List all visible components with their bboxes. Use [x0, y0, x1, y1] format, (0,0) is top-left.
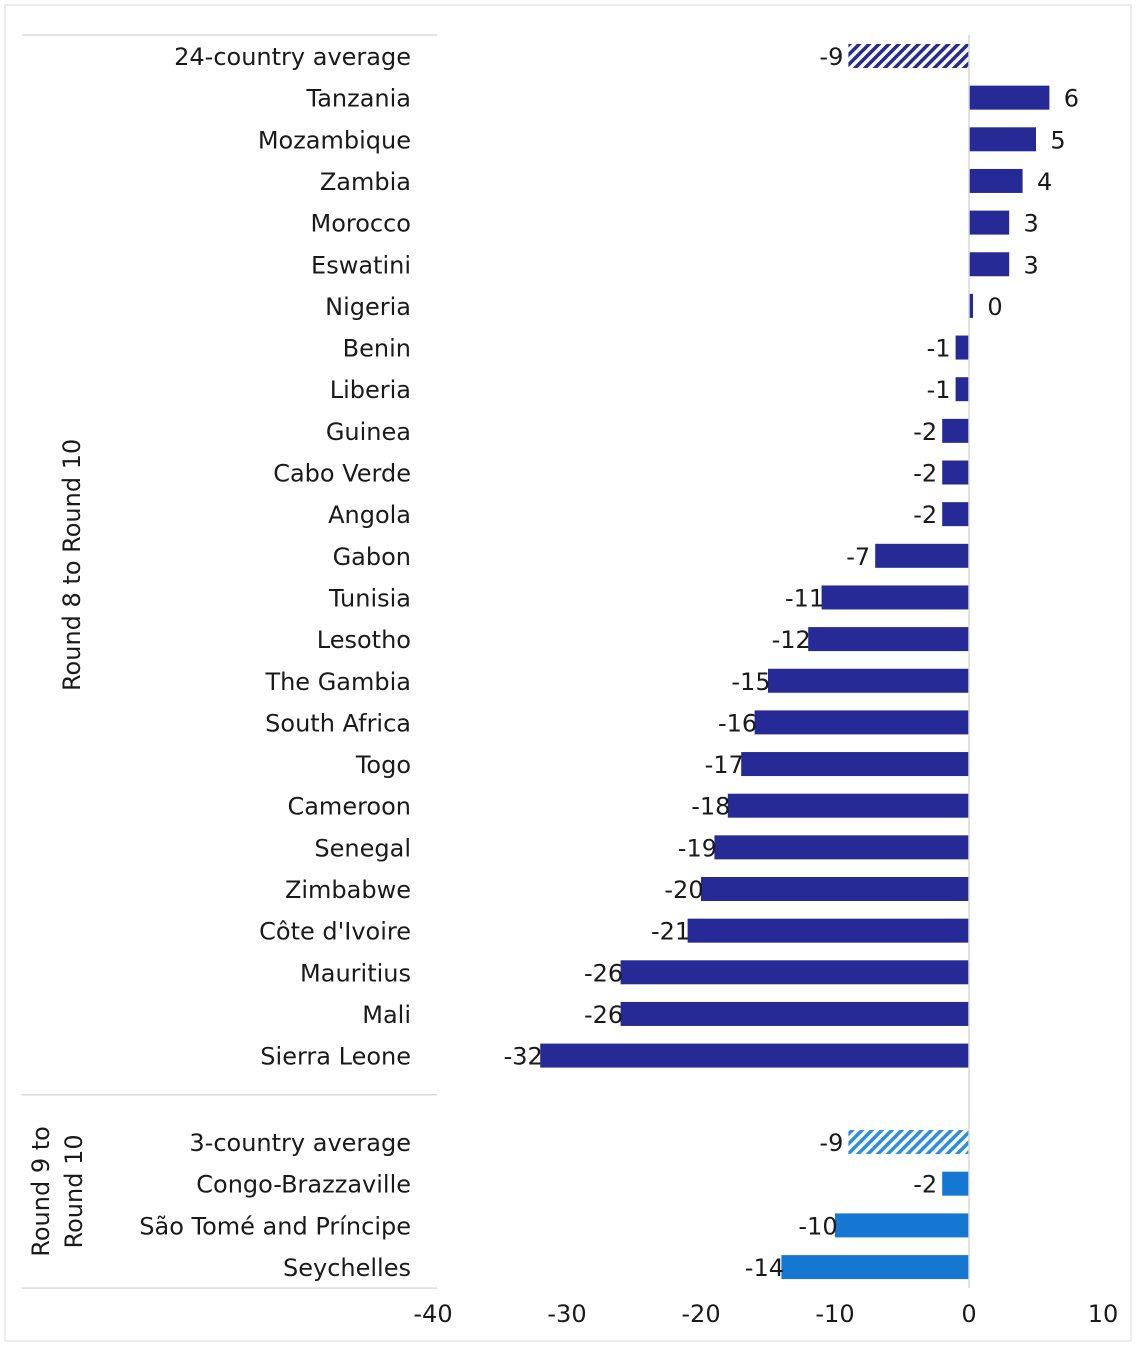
bar-angola [942, 502, 969, 527]
bar-benin [955, 335, 969, 360]
category-label-zimbabwe: Zimbabwe [285, 876, 411, 904]
category-label-3-country-average: 3-country average [189, 1129, 411, 1157]
bar-morocco [969, 210, 1010, 235]
value-label-gabon: -7 [846, 543, 870, 571]
value-label-mali: -26 [584, 1001, 623, 1029]
bar-cameroon [727, 793, 969, 818]
category-label-congo-brazzaville: Congo-Brazzaville [196, 1171, 411, 1199]
bar-zambia [969, 168, 1023, 193]
category-label-cote-d-ivoire: Côte d'Ivoire [259, 918, 411, 946]
value-label-zimbabwe: -20 [664, 876, 703, 904]
bar-cote-d-ivoire [687, 918, 969, 943]
bar-mauritius [620, 960, 969, 985]
bar-lesotho [808, 627, 969, 652]
x-tick-label: -20 [681, 1300, 720, 1328]
bar-cabo-verde [942, 460, 969, 485]
category-label-south-africa: South Africa [265, 709, 411, 737]
value-label-guinea: -2 [913, 418, 937, 446]
category-label-togo: Togo [355, 751, 411, 779]
category-label-eswatini: Eswatini [311, 251, 411, 279]
category-label-the-gambia: The Gambia [264, 668, 411, 696]
value-label-liberia: -1 [927, 376, 951, 404]
bar-seychelles [781, 1255, 969, 1280]
bar-senegal [714, 835, 969, 860]
category-label-benin: Benin [343, 335, 411, 363]
category-label-24-country-average: 24-country average [174, 43, 411, 71]
category-label-sierra-leone: Sierra Leone [260, 1043, 411, 1071]
bar-the-gambia [768, 668, 969, 693]
category-label-lesotho: Lesotho [317, 626, 411, 654]
category-label-cameroon: Cameroon [287, 793, 411, 821]
category-label-gabon: Gabon [333, 543, 411, 571]
value-label-sao-tome-and-principe: -10 [798, 1212, 837, 1240]
category-label-mauritius: Mauritius [300, 959, 411, 987]
value-label-tunisia: -11 [785, 584, 824, 612]
category-label-zambia: Zambia [320, 168, 411, 196]
bar-zimbabwe [701, 877, 969, 901]
category-label-mali: Mali [362, 1001, 411, 1029]
bar-tunisia [821, 585, 969, 610]
category-label-senegal: Senegal [314, 834, 411, 862]
category-label-mozambique: Mozambique [258, 126, 411, 154]
value-label-tanzania: 6 [1064, 85, 1079, 113]
bar-south-africa [754, 710, 969, 735]
value-label-angola: -2 [913, 501, 937, 529]
category-label-tunisia: Tunisia [328, 584, 411, 612]
bar-liberia [955, 377, 969, 402]
value-label-senegal: -19 [678, 834, 717, 862]
value-label-cameroon: -18 [691, 793, 730, 821]
bar-eswatini [969, 252, 1010, 277]
bar-nigeria [969, 293, 974, 318]
x-tick-label: -10 [815, 1300, 854, 1328]
category-label-angola: Angola [328, 501, 411, 529]
group-label-round-8-to-round-10: Round 8 to Round 10 [58, 439, 86, 691]
bar-gabon [875, 543, 969, 568]
value-label-mauritius: -26 [584, 959, 623, 987]
category-label-nigeria: Nigeria [325, 293, 411, 321]
chart-frame [4, 4, 1132, 1342]
value-label-togo: -17 [705, 751, 744, 779]
x-tick-label: 10 [1088, 1300, 1119, 1328]
bar-sierra-leone [540, 1043, 969, 1068]
category-label-sao-tome-and-principe: São Tomé and Príncipe [139, 1212, 411, 1240]
category-label-seychelles: Seychelles [283, 1254, 411, 1282]
value-label-the-gambia: -15 [731, 668, 770, 696]
group-label-round-9-to-round-10: Round 9 to Round 10 [27, 1126, 88, 1257]
value-label-sierra-leone: -32 [504, 1043, 543, 1071]
category-label-liberia: Liberia [330, 376, 411, 404]
bar-mozambique [969, 127, 1036, 152]
category-label-morocco: Morocco [311, 210, 412, 238]
value-label-south-africa: -16 [718, 709, 757, 737]
value-label-congo-brazzaville: -2 [913, 1171, 937, 1199]
bar-sao-tome-and-principe [835, 1213, 969, 1238]
bar-guinea [942, 418, 969, 443]
category-label-cabo-verde: Cabo Verde [273, 460, 411, 488]
category-label-tanzania: Tanzania [306, 85, 412, 113]
x-tick-label: -30 [547, 1300, 586, 1328]
value-label-lesotho: -12 [772, 626, 811, 654]
value-label-24-country-average: -9 [819, 43, 843, 71]
x-tick-label: -40 [413, 1300, 452, 1328]
bar-tanzania [969, 85, 1050, 110]
value-label-mozambique: 5 [1050, 126, 1065, 154]
value-label-seychelles: -14 [745, 1254, 784, 1282]
value-label-benin: -1 [927, 335, 951, 363]
bar-togo [741, 752, 969, 777]
value-label-morocco: 3 [1024, 210, 1039, 238]
value-label-cabo-verde: -2 [913, 460, 937, 488]
value-label-zambia: 4 [1037, 168, 1052, 196]
value-label-cote-d-ivoire: -21 [651, 918, 690, 946]
value-label-nigeria: 0 [987, 293, 1002, 321]
bar-3-country-average [848, 1130, 969, 1154]
bar-mali [620, 1001, 969, 1026]
bar-24-country-average [848, 44, 969, 68]
value-label-eswatini: 3 [1024, 251, 1039, 279]
x-tick-label: 0 [961, 1300, 976, 1328]
category-label-guinea: Guinea [326, 418, 411, 446]
bar-congo-brazzaville [942, 1171, 969, 1196]
value-label-3-country-average: -9 [819, 1129, 843, 1157]
